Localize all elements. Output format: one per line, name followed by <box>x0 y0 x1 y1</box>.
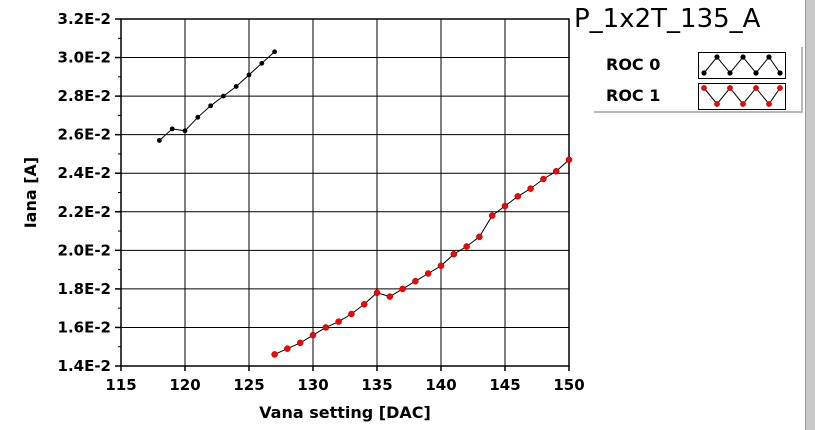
x-tick-label: 125 <box>233 376 264 394</box>
data-point-roc-0 <box>208 103 214 109</box>
data-point-roc-1 <box>412 277 419 285</box>
series-swatch-icon <box>701 54 783 76</box>
data-point-roc-1 <box>296 339 304 347</box>
x-axis-title: Vana setting [DAC] <box>259 403 431 422</box>
series-line-roc-0 <box>159 51 275 141</box>
swatch-marker <box>766 101 772 107</box>
x-tick-label: 145 <box>489 376 520 394</box>
axis-ticks <box>115 18 570 371</box>
swatch-marker <box>727 85 733 91</box>
series-line-roc-1 <box>274 159 570 355</box>
data-point-roc-0 <box>272 49 277 55</box>
swatch-marker <box>701 85 707 91</box>
data-point-roc-1 <box>437 262 445 270</box>
swatch-marker <box>753 70 759 76</box>
x-tick-label: 150 <box>553 376 584 394</box>
data-point-roc-0 <box>182 128 188 134</box>
y-tick-label: 3.2E-2 <box>58 10 111 28</box>
x-tick-label: 120 <box>169 376 200 394</box>
y-tick-label: 3.0E-2 <box>58 49 111 67</box>
data-point-roc-1 <box>527 185 534 192</box>
swatch-marker <box>740 101 746 107</box>
data-point-roc-1 <box>322 324 330 331</box>
legend-item-roc-1[interactable]: ROC 1 <box>594 81 801 111</box>
swatch-marker <box>727 70 733 76</box>
data-point-roc-1 <box>501 202 509 210</box>
legend-swatch-roc-0 <box>698 52 786 79</box>
data-point-roc-1 <box>284 345 291 352</box>
data-point-roc-1 <box>373 289 381 296</box>
plot-area <box>120 18 570 367</box>
swatch-marker <box>777 70 783 76</box>
data-point-roc-1 <box>360 301 368 308</box>
x-tick-label: 130 <box>297 376 328 394</box>
data-point-roc-1 <box>552 168 560 175</box>
swatch-marker <box>701 70 707 76</box>
y-tick-label: 1.8E-2 <box>58 280 111 298</box>
y-axis-tick-labels: 1.4E-2 1.6E-2 1.8E-2 2.0E-2 2.2E-2 2.4E-2 2.6E… <box>58 10 111 375</box>
legend-label: ROC 0 <box>606 55 661 74</box>
series-layer <box>157 49 573 358</box>
data-point-roc-1 <box>450 250 458 258</box>
data-point-roc-0 <box>195 114 201 120</box>
data-point-roc-1 <box>309 331 317 339</box>
swatch-marker <box>714 54 720 60</box>
data-point-roc-1 <box>386 293 394 300</box>
data-point-roc-1 <box>335 318 342 325</box>
series-swatch-icon <box>701 85 783 107</box>
y-tick-label: 1.4E-2 <box>58 357 111 375</box>
data-point-roc-1 <box>514 193 522 200</box>
x-axis-tick-labels: 115 120 125 130 135 140 145 150 <box>105 376 584 394</box>
swatch-marker <box>766 54 772 60</box>
legend-item-roc-0[interactable]: ROC 0 <box>594 50 801 80</box>
y-tick-label: 2.0E-2 <box>58 241 111 259</box>
window-edge <box>805 0 815 430</box>
data-point-roc-0 <box>221 93 226 99</box>
y-axis-title: Iana [A] <box>21 157 40 229</box>
x-tick-label: 140 <box>425 376 456 394</box>
data-point-roc-1 <box>488 212 496 219</box>
swatch-marker <box>777 85 783 91</box>
y-tick-label: 2.6E-2 <box>58 126 111 144</box>
data-point-roc-1 <box>399 285 406 293</box>
chart-title: P_1x2T_135_A <box>574 4 761 34</box>
data-point-roc-1 <box>463 243 470 250</box>
data-point-roc-1 <box>565 156 573 163</box>
data-point-roc-1 <box>424 270 432 277</box>
data-point-roc-0 <box>169 126 175 132</box>
y-tick-label: 2.8E-2 <box>58 87 111 105</box>
data-point-roc-0 <box>259 60 265 66</box>
y-tick-label: 1.6E-2 <box>58 318 111 336</box>
data-point-roc-0 <box>233 84 239 89</box>
data-point-roc-0 <box>157 138 162 143</box>
legend[interactable]: ROC 0 ROC 1 <box>594 47 803 113</box>
swatch-marker <box>714 101 720 107</box>
data-point-roc-1 <box>476 233 483 241</box>
data-point-roc-1 <box>348 310 355 318</box>
x-tick-label: 115 <box>105 376 136 394</box>
grid-lines <box>121 19 569 366</box>
data-point-roc-1 <box>540 175 547 183</box>
legend-label: ROC 1 <box>606 86 661 105</box>
y-tick-label: 2.2E-2 <box>58 203 111 221</box>
x-tick-label: 135 <box>361 376 392 394</box>
swatch-marker <box>753 85 759 91</box>
swatch-marker <box>740 54 746 60</box>
legend-swatch-roc-1 <box>698 83 786 110</box>
data-point-roc-1 <box>271 351 278 358</box>
data-point-roc-0 <box>246 72 252 78</box>
y-tick-label: 2.4E-2 <box>58 164 111 182</box>
